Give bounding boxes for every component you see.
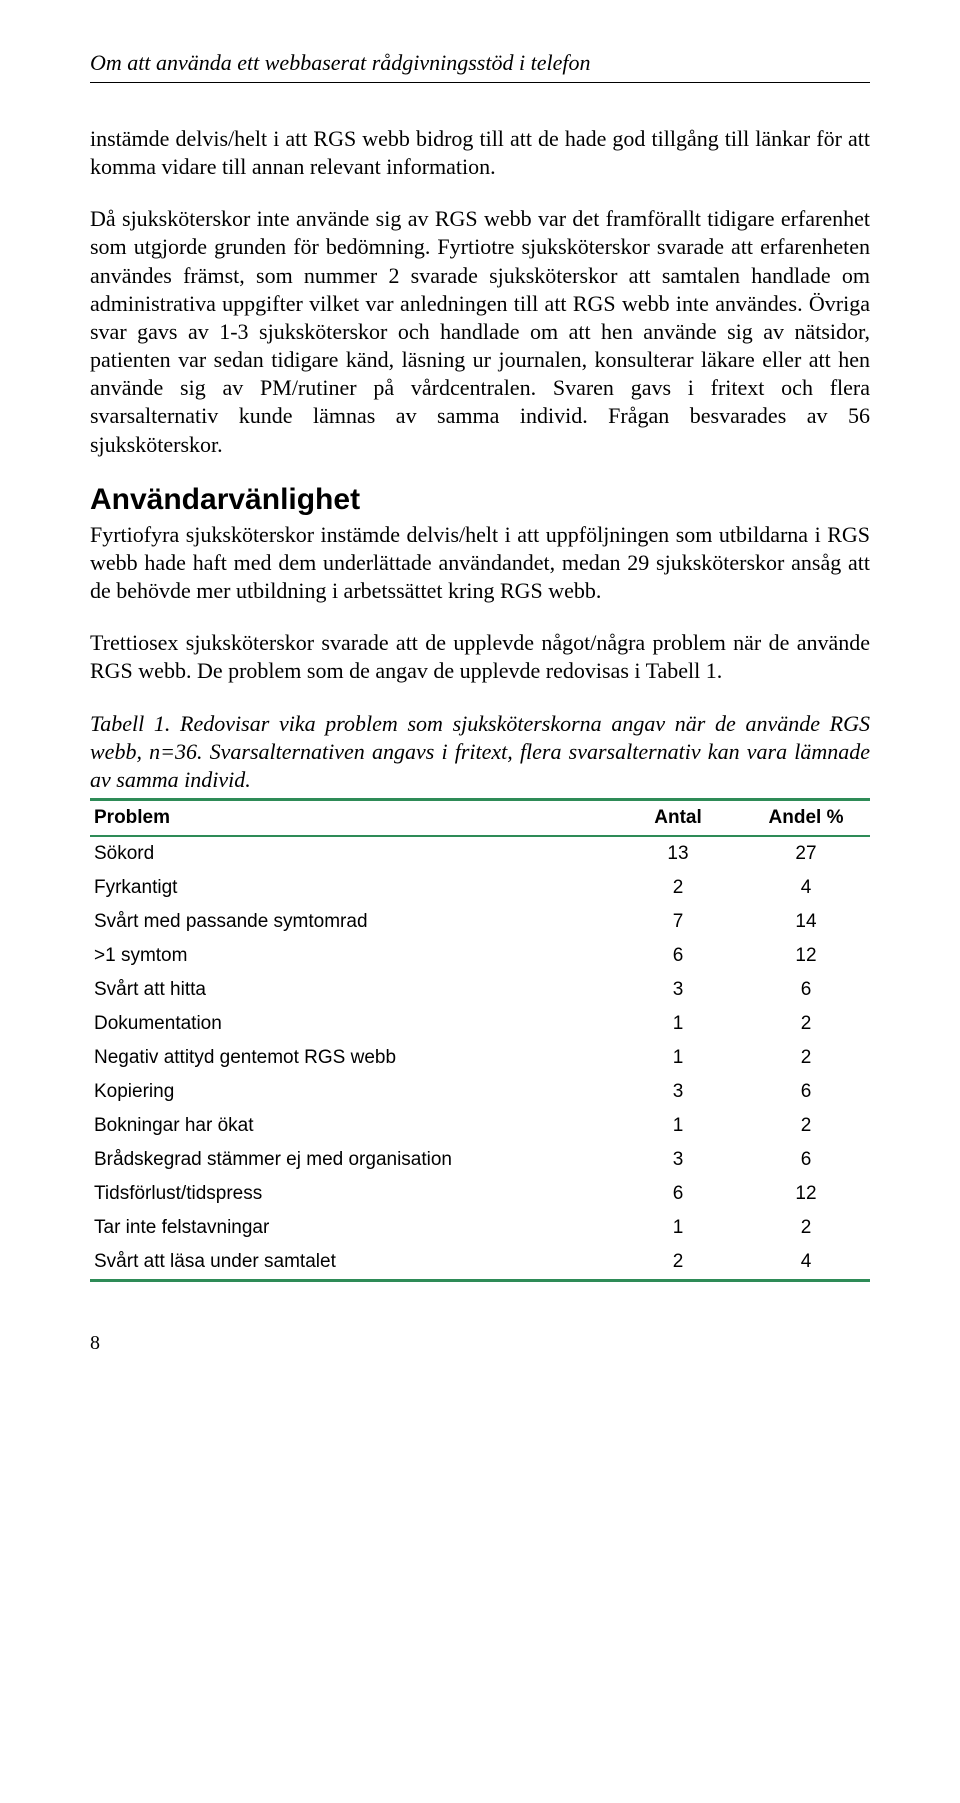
cell-antal: 7: [614, 905, 742, 939]
table-row: Tar inte felstavningar12: [90, 1211, 870, 1245]
cell-antal: 1: [614, 1007, 742, 1041]
problem-table: Problem Antal Andel % Sökord1327Fyrkanti…: [90, 798, 870, 1282]
cell-problem: Dokumentation: [90, 1007, 614, 1041]
paragraph-3: Fyrtiofyra sjuksköterskor instämde delvi…: [90, 521, 870, 605]
col-andel: Andel %: [742, 799, 870, 836]
cell-andel: 6: [742, 1075, 870, 1109]
paragraph-2: Då sjuksköterskor inte använde sig av RG…: [90, 205, 870, 458]
table-caption: Tabell 1. Redovisar vika problem som sju…: [90, 710, 870, 794]
cell-antal: 2: [614, 871, 742, 905]
cell-problem: Bokningar har ökat: [90, 1109, 614, 1143]
cell-problem: Brådskegrad stämmer ej med organisation: [90, 1143, 614, 1177]
table-row: Negativ attityd gentemot RGS webb12: [90, 1041, 870, 1075]
table-row: Dokumentation12: [90, 1007, 870, 1041]
table-row: Svårt med passande symtomrad714: [90, 905, 870, 939]
table-row: Fyrkantigt24: [90, 871, 870, 905]
paragraph-4: Trettiosex sjuksköterskor svarade att de…: [90, 629, 870, 685]
cell-andel: 2: [742, 1041, 870, 1075]
table-header-row: Problem Antal Andel %: [90, 799, 870, 836]
table-row: Brådskegrad stämmer ej med organisation3…: [90, 1143, 870, 1177]
cell-antal: 1: [614, 1109, 742, 1143]
paragraph-1: instämde delvis/helt i att RGS webb bidr…: [90, 125, 870, 181]
cell-andel: 6: [742, 973, 870, 1007]
cell-antal: 6: [614, 1177, 742, 1211]
section-heading: Användarvänlighet: [90, 483, 870, 517]
cell-problem: Svårt med passande symtomrad: [90, 905, 614, 939]
table-row: Tidsförlust/tidspress612: [90, 1177, 870, 1211]
table-row: Svårt att läsa under samtalet24: [90, 1245, 870, 1281]
cell-antal: 3: [614, 1143, 742, 1177]
cell-antal: 13: [614, 836, 742, 871]
col-problem: Problem: [90, 799, 614, 836]
table-row: Sökord1327: [90, 836, 870, 871]
cell-problem: Sökord: [90, 836, 614, 871]
cell-andel: 4: [742, 1245, 870, 1281]
cell-problem: Tidsförlust/tidspress: [90, 1177, 614, 1211]
cell-antal: 6: [614, 939, 742, 973]
cell-antal: 3: [614, 973, 742, 1007]
cell-problem: Tar inte felstavningar: [90, 1211, 614, 1245]
cell-andel: 12: [742, 939, 870, 973]
cell-andel: 2: [742, 1007, 870, 1041]
cell-problem: Kopiering: [90, 1075, 614, 1109]
cell-andel: 14: [742, 905, 870, 939]
cell-andel: 4: [742, 871, 870, 905]
cell-andel: 12: [742, 1177, 870, 1211]
cell-antal: 2: [614, 1245, 742, 1281]
table-row: Svårt att hitta36: [90, 973, 870, 1007]
col-antal: Antal: [614, 799, 742, 836]
table-row: >1 symtom612: [90, 939, 870, 973]
page-number: 8: [90, 1332, 870, 1355]
cell-andel: 2: [742, 1109, 870, 1143]
cell-problem: Negativ attityd gentemot RGS webb: [90, 1041, 614, 1075]
cell-antal: 1: [614, 1211, 742, 1245]
cell-antal: 3: [614, 1075, 742, 1109]
cell-andel: 27: [742, 836, 870, 871]
cell-andel: 6: [742, 1143, 870, 1177]
running-title: Om att använda ett webbaserat rådgivning…: [90, 50, 870, 83]
table-row: Kopiering36: [90, 1075, 870, 1109]
cell-andel: 2: [742, 1211, 870, 1245]
cell-antal: 1: [614, 1041, 742, 1075]
cell-problem: >1 symtom: [90, 939, 614, 973]
cell-problem: Fyrkantigt: [90, 871, 614, 905]
page: Om att använda ett webbaserat rådgivning…: [0, 0, 960, 1405]
table-row: Bokningar har ökat12: [90, 1109, 870, 1143]
cell-problem: Svårt att hitta: [90, 973, 614, 1007]
cell-problem: Svårt att läsa under samtalet: [90, 1245, 614, 1281]
